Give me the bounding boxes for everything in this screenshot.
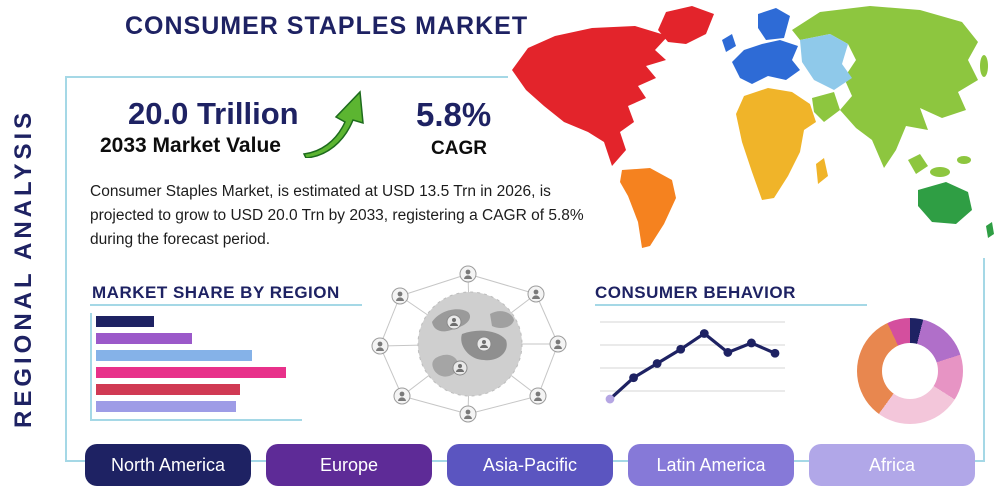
bar-segment — [96, 367, 286, 378]
frame-border-top — [65, 76, 508, 78]
market-value: 20.0 Trillion — [128, 96, 299, 131]
map-region-greenland — [658, 6, 714, 44]
vertical-axis-title: REGIONAL ANALYSIS — [10, 108, 37, 428]
bar-segment — [96, 401, 236, 412]
line-point — [699, 329, 709, 338]
section-underline-consumer-behavior — [595, 304, 867, 306]
map-region-africa — [736, 88, 816, 200]
regional-share-donut-chart — [857, 318, 963, 424]
map-region-north-america — [512, 26, 668, 166]
region-button-asia-pacific[interactable]: Asia-Pacific — [447, 444, 613, 486]
frame-border-left — [65, 76, 67, 462]
section-title-consumer-behavior: CONSUMER BEHAVIOR — [595, 283, 796, 302]
cagr-value: 5.8% — [416, 96, 492, 133]
map-region-central-asia — [800, 34, 852, 90]
world-map — [512, 6, 994, 248]
map-region-arabia — [812, 92, 840, 122]
map-region-indonesia — [930, 167, 950, 177]
growth-arrow-icon — [302, 90, 364, 158]
map-region-philippines — [957, 156, 971, 164]
region-button-africa[interactable]: Africa — [809, 444, 975, 486]
map-region-japan — [980, 55, 988, 77]
line-point — [723, 348, 733, 357]
map-region-se-asia — [908, 154, 928, 174]
line-point — [747, 338, 756, 348]
section-title-market-share: MARKET SHARE BY REGION — [92, 283, 340, 302]
line-point — [676, 344, 686, 354]
page-title: CONSUMER STAPLES MARKET — [125, 12, 529, 40]
region-button-north-america[interactable]: North America — [85, 444, 251, 486]
bar-segment — [96, 384, 240, 395]
region-button-latin-america[interactable]: Latin America — [628, 444, 794, 486]
consumer-behavior-line-chart — [600, 321, 785, 404]
market-description: Consumer Staples Market, is estimated at… — [90, 183, 584, 249]
map-region-south-america — [620, 168, 676, 248]
map-region-uk — [722, 34, 736, 52]
market-value-label: 2033 Market Value — [100, 134, 281, 157]
line-point — [652, 359, 662, 368]
line-point — [605, 394, 615, 404]
market-share-bar-chart — [90, 313, 302, 421]
cagr-label: CAGR — [431, 138, 487, 159]
region-button-europe[interactable]: Europe — [266, 444, 432, 486]
line-point — [770, 348, 780, 358]
map-region-scandinavia — [758, 8, 790, 40]
globe-network-graphic — [371, 265, 567, 423]
frame-border-right — [983, 258, 985, 462]
donut-hole — [882, 343, 938, 399]
map-region-australia — [918, 182, 972, 224]
map-region-europe — [732, 40, 800, 84]
bar-segment — [96, 316, 154, 327]
section-underline-market-share — [90, 304, 362, 306]
bar-segment — [96, 350, 252, 361]
map-region-asia — [792, 6, 978, 168]
bar-segment — [96, 333, 192, 344]
map-region-madagascar — [816, 158, 828, 184]
line-point — [629, 373, 638, 383]
map-region-new-zealand — [986, 222, 994, 238]
